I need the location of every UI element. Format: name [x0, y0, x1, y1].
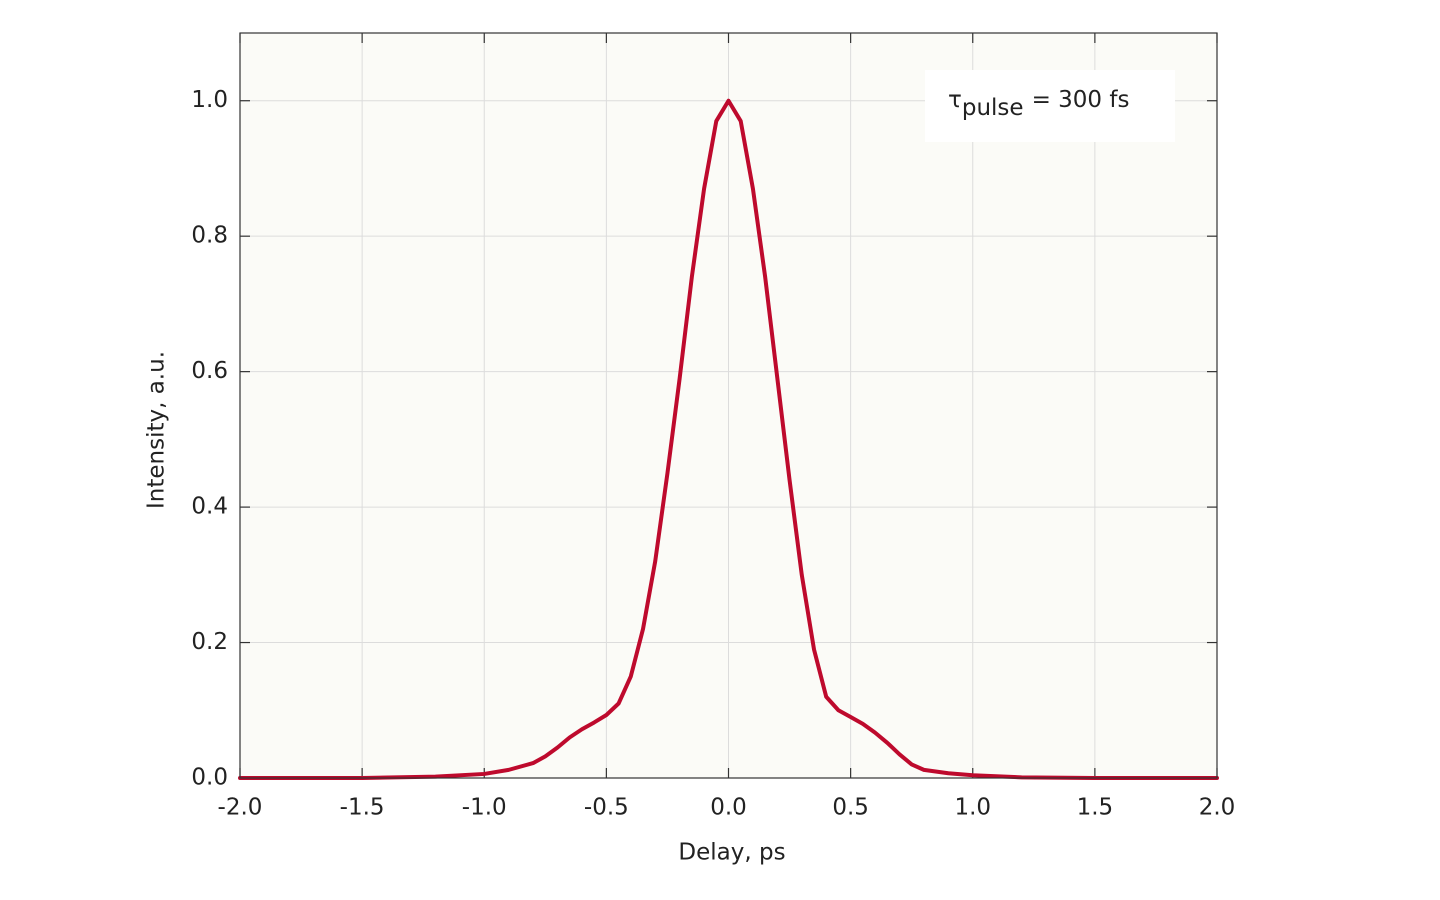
y-axis-title: Intensity, a.u.	[144, 351, 170, 509]
x-tick-label: 0.5	[832, 795, 869, 821]
annotation-box	[925, 70, 1175, 142]
annotation-subscript: pulse	[962, 95, 1024, 121]
data	[238, 98, 1219, 780]
y-tick-label: 0.2	[191, 629, 228, 655]
y-tick-label: 0.0	[191, 765, 228, 791]
x-tick-label: 2.0	[1199, 795, 1236, 821]
x-tick-label: -2.0	[218, 795, 263, 821]
y-tick-label: 0.4	[191, 494, 228, 520]
annotation-text: = 300 fs	[1032, 87, 1130, 113]
y-tick-label: 0.8	[191, 223, 228, 249]
x-tick-label: -0.5	[584, 795, 629, 821]
ticks: -2.0 -1.5 -1.0 -0.5 0.0 0.5 1.0 1.5 2.0 0.0 0.2 0.4…	[191, 33, 1235, 821]
y-tick-label: 0.6	[191, 358, 228, 384]
annotation-symbol: τ	[948, 87, 962, 113]
x-tick-label: 0.0	[710, 795, 747, 821]
x-axis-title: Delay, ps	[678, 840, 785, 866]
y-tick-label: 1.0	[191, 87, 228, 113]
data-line	[238, 98, 1219, 780]
plot-frame	[239, 32, 1218, 779]
annotation: τpulse = 300 fs	[948, 87, 1129, 121]
x-tick-label: 1.0	[954, 795, 991, 821]
x-tick-label: -1.5	[340, 795, 385, 821]
x-tick-label: -1.0	[462, 795, 507, 821]
x-tick-label: 1.5	[1077, 795, 1114, 821]
